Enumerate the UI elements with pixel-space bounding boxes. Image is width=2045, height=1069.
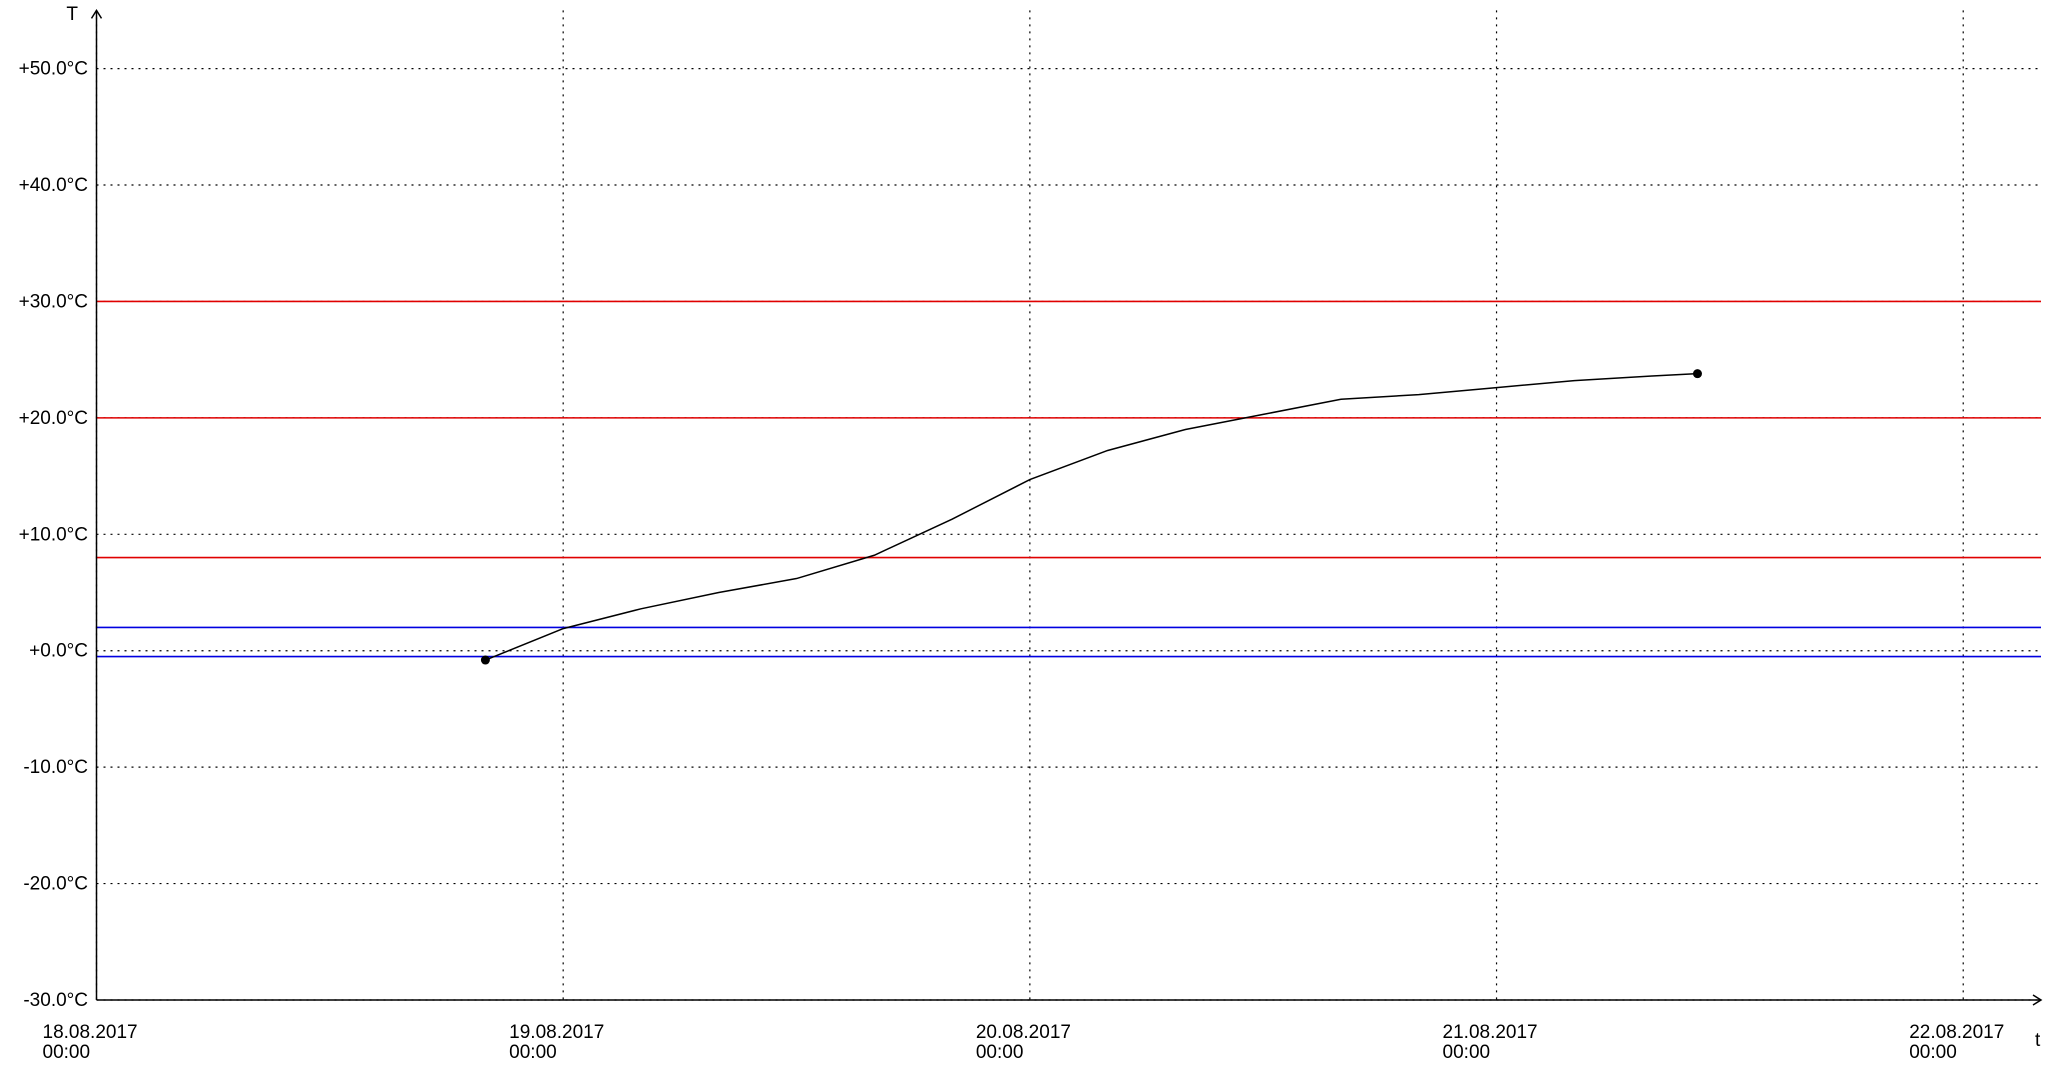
y-tick-label: +10.0°C <box>19 524 88 545</box>
y-axis-label: T <box>66 4 78 25</box>
y-tick-label: +0.0°C <box>29 641 88 662</box>
x-tick-label: 22.08.2017 <box>1909 1022 2004 1043</box>
y-tick-label: +30.0°C <box>19 291 88 312</box>
x-tick-label: 20.08.2017 <box>976 1022 1071 1043</box>
x-tick-label: 19.08.2017 <box>509 1022 604 1043</box>
x-axis-arrow <box>2032 994 2043 1006</box>
y-tick-label: -30.0°C <box>23 990 88 1011</box>
x-tick-label: 00:00 <box>43 1042 91 1063</box>
x-tick-label: 00:00 <box>1443 1042 1491 1063</box>
y-tick-label: +50.0°C <box>19 59 88 80</box>
y-tick-label: -20.0°C <box>23 874 88 895</box>
end-marker <box>480 655 490 665</box>
x-tick-label: 18.08.2017 <box>43 1022 138 1043</box>
x-tick-label: 00:00 <box>1909 1042 1957 1063</box>
y-tick-label: +20.0°C <box>19 408 88 429</box>
x-tick-label: 00:00 <box>509 1042 557 1063</box>
y-tick-label: +40.0°C <box>19 175 88 196</box>
data-line <box>485 372 1698 661</box>
end-marker <box>1692 369 1702 379</box>
x-tick-label: 00:00 <box>976 1042 1024 1063</box>
y-axis-arrow <box>90 8 103 19</box>
x-axis-label: t <box>2035 1030 2041 1051</box>
y-tick-label: -10.0°C <box>23 757 88 778</box>
x-tick-label: 21.08.2017 <box>1443 1022 1538 1043</box>
